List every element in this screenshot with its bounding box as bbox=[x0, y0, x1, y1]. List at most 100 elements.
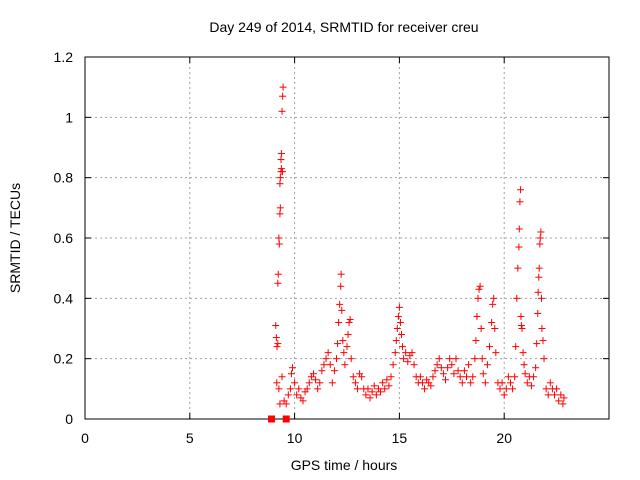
data-point bbox=[392, 337, 400, 345]
data-point bbox=[286, 385, 294, 393]
data-point bbox=[362, 391, 370, 399]
data-point bbox=[515, 243, 523, 251]
data-point bbox=[324, 349, 332, 357]
data-point bbox=[458, 379, 466, 387]
axis-ticks bbox=[84, 56, 609, 420]
data-point-square bbox=[268, 415, 276, 423]
y-axis-label: SRMTID / TECUs bbox=[7, 183, 23, 293]
data-point bbox=[553, 385, 561, 393]
data-point bbox=[347, 355, 355, 363]
data-point bbox=[274, 279, 282, 287]
data-point bbox=[467, 379, 475, 387]
y-tick-label: 0.4 bbox=[54, 290, 74, 306]
data-point bbox=[335, 318, 343, 326]
data-point bbox=[450, 370, 458, 378]
data-point bbox=[542, 385, 550, 393]
data-point bbox=[490, 294, 498, 302]
data-point bbox=[284, 391, 292, 399]
data-point bbox=[389, 361, 397, 369]
data-point bbox=[527, 382, 535, 390]
data-point bbox=[433, 361, 441, 369]
data-point bbox=[504, 373, 512, 381]
data-point bbox=[314, 385, 322, 393]
data-point bbox=[341, 361, 349, 369]
x-tick-label: 20 bbox=[496, 430, 512, 446]
data-point bbox=[481, 379, 489, 387]
data-point bbox=[338, 306, 346, 314]
data-point bbox=[334, 340, 342, 348]
data-point bbox=[318, 367, 326, 375]
data-point bbox=[536, 234, 544, 242]
data-point bbox=[537, 228, 545, 236]
data-point bbox=[536, 240, 544, 248]
data-point bbox=[534, 309, 542, 317]
data-point bbox=[273, 343, 281, 351]
data-point bbox=[276, 204, 284, 212]
data-point bbox=[465, 361, 473, 369]
data-point bbox=[309, 370, 317, 378]
data-point bbox=[429, 373, 437, 381]
data-points bbox=[268, 83, 568, 423]
data-point bbox=[477, 325, 485, 332]
data-point bbox=[277, 165, 285, 173]
data-point bbox=[377, 388, 385, 396]
data-point bbox=[293, 391, 301, 399]
data-point bbox=[518, 325, 526, 332]
y-tick-label: 0.8 bbox=[54, 170, 74, 186]
data-point bbox=[555, 397, 563, 405]
data-point bbox=[272, 321, 280, 329]
data-point bbox=[513, 294, 521, 302]
data-point bbox=[456, 373, 464, 381]
data-point bbox=[546, 379, 554, 387]
y-tick-label: 1 bbox=[65, 109, 73, 125]
data-point bbox=[276, 400, 284, 408]
data-point bbox=[303, 385, 311, 393]
data-point bbox=[316, 379, 324, 387]
data-point bbox=[538, 325, 546, 332]
data-point bbox=[333, 355, 341, 363]
data-point bbox=[276, 210, 284, 218]
data-point bbox=[368, 388, 376, 396]
data-point bbox=[479, 370, 487, 378]
data-point bbox=[275, 234, 283, 242]
data-point bbox=[488, 318, 496, 326]
data-point bbox=[476, 282, 484, 290]
data-point bbox=[275, 385, 283, 393]
data-point bbox=[408, 349, 416, 357]
data-point bbox=[394, 312, 402, 320]
data-point bbox=[381, 385, 389, 393]
data-point bbox=[520, 361, 528, 369]
y-tick-label: 0.2 bbox=[54, 351, 74, 367]
grid bbox=[85, 57, 609, 419]
data-point bbox=[277, 156, 285, 164]
data-point bbox=[474, 294, 482, 302]
axis-tick-labels: 0 0.2 0.4 0.6 0.8 1 1.2 0 5 10 15 20 bbox=[54, 49, 513, 446]
data-point bbox=[435, 355, 443, 363]
data-point bbox=[517, 312, 525, 320]
data-point bbox=[337, 282, 345, 290]
data-point bbox=[442, 376, 450, 384]
data-point bbox=[278, 107, 286, 115]
data-point bbox=[282, 400, 290, 408]
data-point bbox=[471, 355, 479, 363]
data-point bbox=[272, 334, 280, 342]
data-point bbox=[404, 358, 412, 366]
data-point bbox=[289, 364, 297, 372]
data-point-square bbox=[282, 415, 290, 423]
data-point bbox=[312, 376, 320, 384]
data-point bbox=[277, 150, 285, 158]
data-point bbox=[439, 370, 447, 378]
data-point bbox=[336, 300, 344, 308]
data-point bbox=[462, 373, 470, 381]
data-point bbox=[279, 92, 287, 100]
data-point bbox=[383, 376, 391, 384]
data-point bbox=[539, 337, 547, 345]
data-point bbox=[452, 355, 460, 363]
data-point bbox=[344, 331, 352, 339]
data-point bbox=[491, 325, 499, 332]
data-point bbox=[299, 397, 307, 405]
data-point bbox=[475, 285, 483, 293]
data-point bbox=[337, 270, 345, 278]
data-point bbox=[396, 318, 404, 326]
data-point bbox=[339, 337, 347, 345]
